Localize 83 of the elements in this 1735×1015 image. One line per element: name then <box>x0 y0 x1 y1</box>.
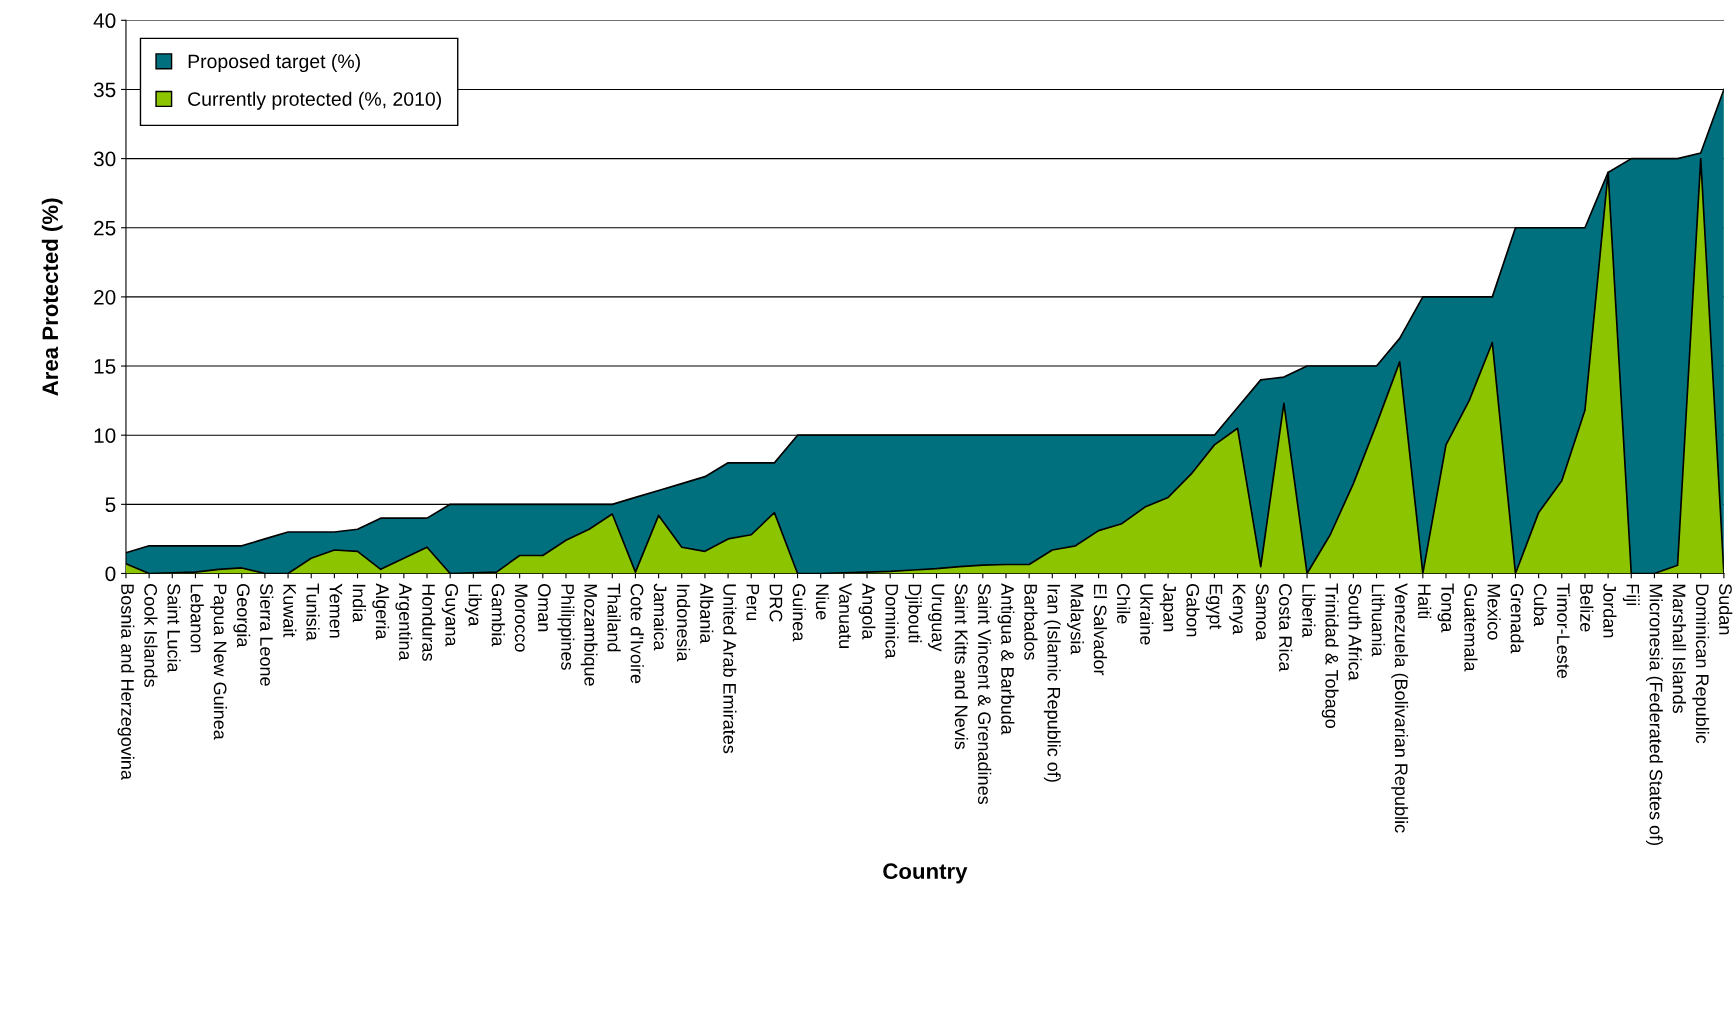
x-tick-label: Malaysia <box>1067 584 1084 655</box>
x-tick-label: Trinidad & Tobago <box>1321 583 1339 728</box>
x-tick-label: Thailand <box>607 583 621 652</box>
x-tick-label: Kenya <box>1229 584 1246 635</box>
x-tick-label: Tonga <box>1437 583 1454 633</box>
x-tick-label: Morocco <box>514 584 528 652</box>
x-tick-label: Japan <box>1159 583 1176 632</box>
x-tick-label: Jamaica <box>653 583 668 651</box>
x-tick-label: DRC <box>769 584 783 622</box>
x-tick-label: Albania <box>700 583 714 644</box>
x-tick-label: Gambia <box>491 584 505 647</box>
x-tick-label: Indonesia <box>676 584 691 662</box>
x-tick-label: Micronesia (Federated States of) <box>1646 584 1663 845</box>
x-tick-label: Antigua & Barbuda <box>997 583 1015 735</box>
x-tick-label: Gabon <box>1186 584 1200 637</box>
x-tick-label: Algeria <box>372 583 390 640</box>
x-tick-label: Honduras <box>422 584 436 661</box>
x-tick-label: Timor-Leste <box>1556 583 1571 679</box>
x-tick-label: Guyana <box>441 584 459 647</box>
x-tick-label: United Arab Emirates <box>723 584 737 754</box>
x-tick-label: Marshall Islands <box>1672 584 1686 713</box>
y-tick-label: 5 <box>105 497 116 513</box>
x-tick-label: Lithuania <box>1371 584 1385 657</box>
y-tick-label: 35 <box>93 82 116 98</box>
x-tick-label: Peru <box>746 584 759 621</box>
x-tick-label: Kuwait <box>283 584 297 638</box>
x-tick-label: South Africa <box>1348 584 1362 681</box>
x-tick-label: El Salvador <box>1093 584 1108 676</box>
legend-label: Proposed target (%) <box>188 53 360 73</box>
x-tick-label: Cook Islands <box>144 584 158 687</box>
x-tick-label: Barbados <box>1024 584 1038 660</box>
x-tick-label: Vanuatu <box>839 583 852 648</box>
y-tick-label: 15 <box>94 359 116 374</box>
x-tick-label: Saint Lucia <box>167 584 181 673</box>
y-tick-label: 25 <box>94 220 116 236</box>
y-tick-label: 0 <box>105 566 116 582</box>
x-tick-label: Fiji <box>1622 584 1640 606</box>
x-tick-label: Djibouti <box>904 584 922 643</box>
x-tick-label: Tunisia <box>306 583 320 641</box>
y-axis-title: Area Protected (%) <box>41 198 63 396</box>
x-tick-label: Saint Kitts and Nevis <box>954 584 969 750</box>
x-tick-label: Dominica <box>885 584 899 659</box>
x-tick-label: Mozambique <box>580 584 598 686</box>
y-tick-label: 40 <box>93 13 116 29</box>
x-tick-label: Ukraine <box>1140 584 1154 645</box>
x-tick-label: Niue <box>815 584 830 620</box>
x-axis-title: Country <box>883 863 968 884</box>
x-tick-label: Yemen <box>329 583 343 638</box>
x-tick-label: Angola <box>858 583 876 640</box>
x-tick-label: Dominican Republic <box>1692 584 1710 744</box>
legend-label: Currently protected (%, 2010) <box>188 91 441 110</box>
x-tick-label: Argentina <box>395 583 413 661</box>
x-tick-label: Costa Rica <box>1279 584 1293 672</box>
x-tick-label: Bosnia and Herzegovina <box>117 584 135 780</box>
x-tick-label: Oman <box>537 584 551 632</box>
x-tick-label: Georgia <box>233 584 251 648</box>
x-tick-label: Saint Vincent & Grenadines <box>977 584 992 805</box>
x-tick-label: Jordan <box>1603 583 1617 638</box>
x-tick-label: Libya <box>464 584 482 627</box>
y-tick-label: 30 <box>93 151 116 167</box>
x-tick-label: Samoa <box>1255 584 1269 641</box>
x-tick-label: Venezuela (Bolivarian Republic <box>1391 583 1409 833</box>
x-tick-label: Cote d'Ivoire <box>630 584 644 684</box>
y-tick-label: 20 <box>94 289 116 305</box>
x-tick-label: Sudan <box>1719 584 1733 635</box>
x-tick-label: Chile <box>1116 584 1131 624</box>
x-tick-label: Uruguay <box>928 584 945 652</box>
x-tick-label: Sierra Leone <box>260 584 274 686</box>
x-tick-label: Papua New Guinea <box>210 584 228 740</box>
x-tick-label: Haiti <box>1417 584 1432 619</box>
x-tick-label: Iran (Islamic Republic of) <box>1043 584 1061 782</box>
x-tick-label: Mexico <box>1487 584 1501 640</box>
y-tick-label: 10 <box>94 428 116 443</box>
x-tick-label: Guatemala <box>1464 584 1478 672</box>
x-tick-label: Egypt <box>1205 584 1223 630</box>
x-tick-label: India <box>352 584 366 623</box>
x-tick-label: Lebanon <box>190 584 204 653</box>
x-tick-label: Guinea <box>792 584 806 642</box>
x-tick-label: Philippines <box>557 584 575 670</box>
x-tick-label: Belize <box>1580 584 1594 632</box>
x-tick-label: Grenada <box>1510 584 1524 654</box>
x-tick-label: Liberia <box>1302 584 1316 638</box>
x-tick-label: Cuba <box>1533 584 1548 627</box>
